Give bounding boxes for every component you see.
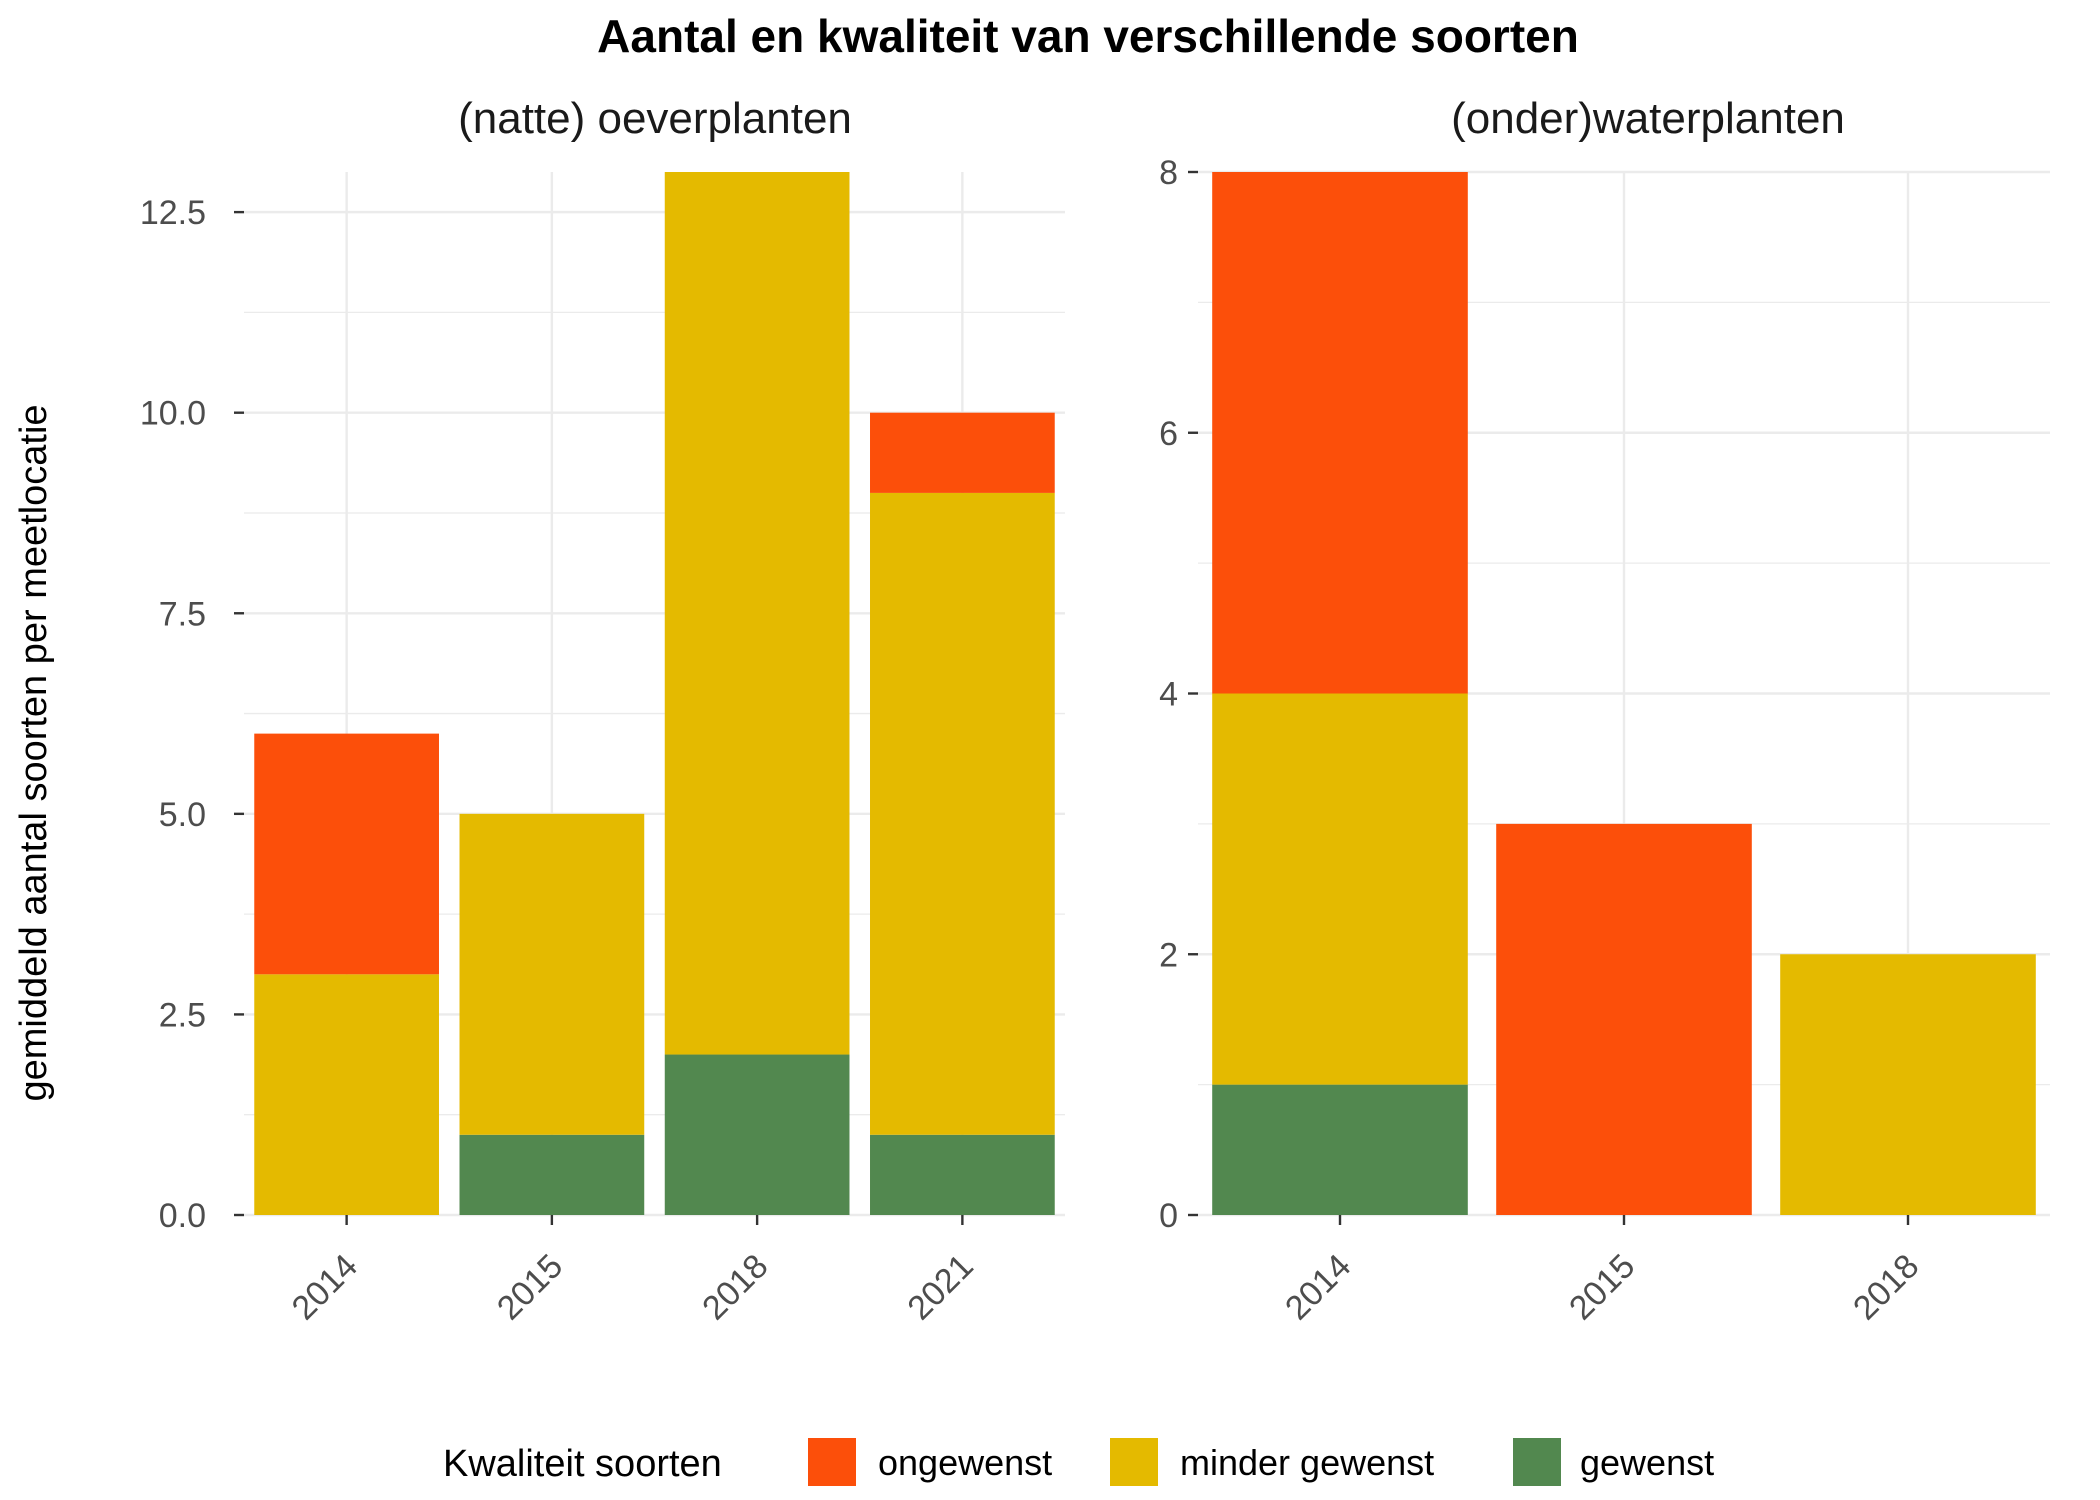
bar-2015-ongewenst <box>1496 823 1752 1215</box>
x-tick-label: 2021 <box>900 1247 980 1327</box>
x-tick-label: 2015 <box>1562 1247 1642 1327</box>
y-tick-label: 5.0 <box>159 796 206 834</box>
legend-swatch-minder-gewenst <box>1110 1438 1158 1486</box>
bar-2014-minder-gewenst <box>254 974 439 1215</box>
legend-label-gewenst: gewenst <box>1580 1442 1714 1483</box>
bar-2014-ongewenst <box>1212 172 1468 694</box>
y-tick-label: 8 <box>1159 154 1178 192</box>
panel-waterplanten: (onder)waterplanten 0 2 4 6 8 2014 2015 2018 <box>1159 94 2050 1327</box>
bar-2014-gewenst <box>1212 1084 1468 1215</box>
legend: Kwaliteit soorten ongewenst minder gewen… <box>443 1438 1714 1486</box>
y-tick-label: 10.0 <box>140 395 206 433</box>
legend-label-minder-gewenst: minder gewenst <box>1180 1442 1434 1483</box>
x-tick-label: 2014 <box>285 1247 365 1327</box>
y-tick-label: 7.5 <box>159 595 206 633</box>
bar-2018-minder-gewenst <box>664 172 850 1055</box>
bar-2021-minder-gewenst <box>870 492 1055 1135</box>
bar-2021-ongewenst <box>870 412 1055 493</box>
y-axis-label: gemiddeld aantal soorten per meetlocatie <box>13 404 55 1101</box>
x-tick-label: 2015 <box>490 1247 570 1327</box>
y-tick-label: 12.5 <box>140 194 206 232</box>
y-tick-label: 4 <box>1159 676 1178 714</box>
legend-swatch-gewenst <box>1513 1438 1561 1486</box>
y-tick-label: 6 <box>1159 415 1178 453</box>
bar-2018-minder-gewenst <box>1780 954 2036 1215</box>
bar-2015-gewenst <box>459 1134 645 1215</box>
chart-title: Aantal en kwaliteit van verschillende so… <box>597 10 1579 62</box>
bar-2014-ongewenst <box>254 733 439 975</box>
x-tick-label: 2018 <box>1846 1247 1926 1327</box>
bar-2021-gewenst <box>870 1134 1055 1215</box>
x-tick-label: 2014 <box>1278 1247 1358 1327</box>
bar-2014-minder-gewenst <box>1212 693 1468 1085</box>
panel-title: (onder)waterplanten <box>1451 94 1845 143</box>
y-tick-label: 2.5 <box>159 996 206 1034</box>
x-tick-label: 2018 <box>695 1247 775 1327</box>
panel-oeverplanten: (natte) oeverplanten 0.0 2.5 5.0 7.5 10.0 12.5… <box>140 94 1065 1327</box>
y-tick-label: 2 <box>1159 936 1178 974</box>
y-tick-label: 0 <box>1159 1197 1178 1235</box>
legend-label-ongewenst: ongewenst <box>878 1442 1052 1483</box>
bar-2015-minder-gewenst <box>459 813 645 1135</box>
panel-title: (natte) oeverplanten <box>458 94 852 143</box>
legend-title: Kwaliteit soorten <box>443 1443 722 1485</box>
legend-swatch-ongewenst <box>808 1438 856 1486</box>
y-tick-label: 0.0 <box>159 1197 206 1235</box>
bar-2018-gewenst <box>664 1054 850 1215</box>
